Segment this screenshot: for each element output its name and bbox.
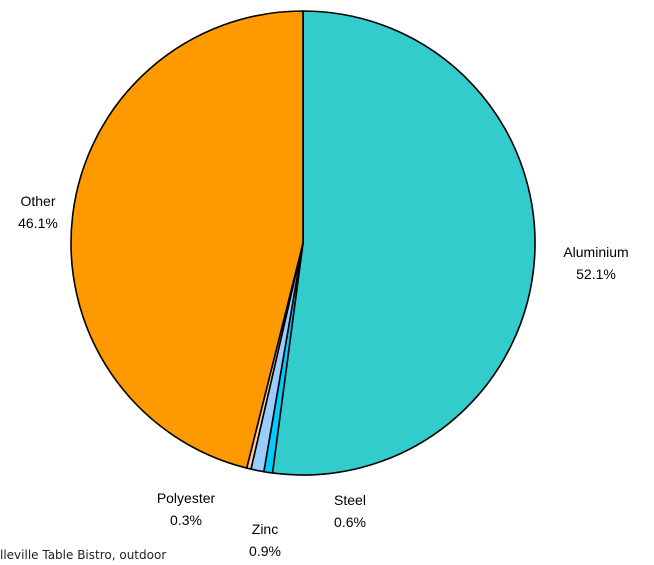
- pie-slices: [70, 10, 536, 476]
- value-label-aluminium: 52.1%: [576, 266, 616, 282]
- slice-other: [70, 10, 304, 469]
- value-label-other: 46.1%: [18, 215, 58, 231]
- label-zinc: Zinc: [252, 521, 278, 537]
- label-polyester: Polyester: [157, 490, 216, 506]
- label-steel: Steel: [334, 492, 366, 508]
- label-aluminium: Aluminium: [563, 244, 628, 260]
- value-label-zinc: 0.9%: [249, 543, 281, 559]
- image-caption: lleville Table Bistro, outdoor: [0, 548, 167, 562]
- pie-labels: Aluminium 52.1% Steel 0.6% Zinc 0.9% Polyester…: [18, 193, 629, 559]
- value-label-polyester: 0.3%: [170, 512, 202, 528]
- label-other: Other: [20, 193, 55, 209]
- slice-aluminium: [271, 10, 536, 476]
- value-label-steel: 0.6%: [334, 514, 366, 530]
